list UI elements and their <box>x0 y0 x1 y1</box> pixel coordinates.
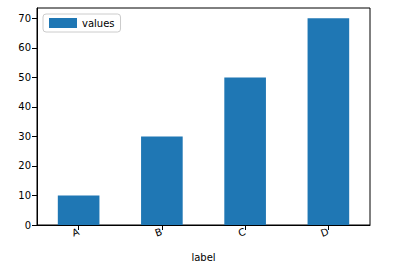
svg-text:label: label <box>191 252 215 263</box>
svg-text:C: C <box>237 226 247 239</box>
svg-text:A: A <box>70 226 80 239</box>
svg-text:60: 60 <box>18 42 31 53</box>
svg-text:0: 0 <box>25 220 31 231</box>
svg-text:50: 50 <box>18 72 31 83</box>
svg-text:70: 70 <box>18 13 31 24</box>
svg-text:30: 30 <box>18 131 31 142</box>
svg-text:values: values <box>82 18 115 29</box>
svg-text:D: D <box>319 226 330 239</box>
svg-text:10: 10 <box>18 190 31 201</box>
svg-text:B: B <box>154 226 164 239</box>
svg-text:40: 40 <box>18 101 31 112</box>
svg-text:20: 20 <box>18 160 31 171</box>
